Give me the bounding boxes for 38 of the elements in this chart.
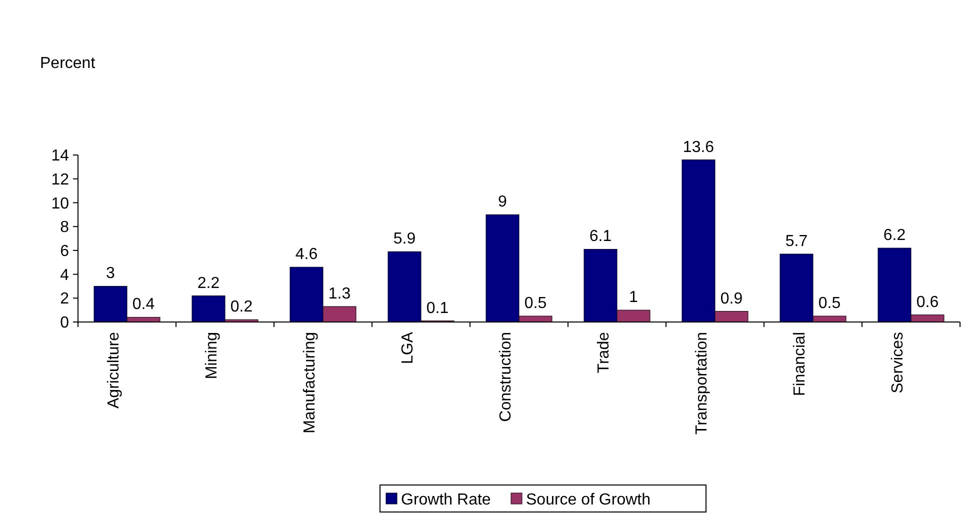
data-label: 13.6 xyxy=(682,138,714,156)
data-label: 1 xyxy=(629,289,638,306)
data-label: 6.1 xyxy=(589,228,612,246)
x-tick-label: Agriculture xyxy=(106,332,123,408)
y-tick-label: 8 xyxy=(60,219,70,236)
data-label: 4.6 xyxy=(295,246,318,264)
data-label: 1.3 xyxy=(328,285,351,302)
x-tick-label: LGA xyxy=(400,332,417,364)
x-tick-label: Financial xyxy=(792,332,809,396)
data-label: 5.7 xyxy=(785,233,808,250)
x-tick-label: Services xyxy=(890,332,907,394)
data-label: 0.4 xyxy=(132,296,155,314)
data-label: 3 xyxy=(106,265,116,282)
data-label: 0.9 xyxy=(720,290,743,308)
legend-label: Source of Growth xyxy=(526,492,650,509)
x-tick-label: Construction xyxy=(498,332,515,422)
x-tick-label: Manufacturing xyxy=(302,332,319,434)
y-tick-label: 12 xyxy=(51,171,70,188)
data-label: 9 xyxy=(498,194,508,211)
data-label: 6.2 xyxy=(883,227,906,244)
x-tick-label: Trade xyxy=(596,332,613,374)
y-tick-label: 6 xyxy=(60,243,70,260)
x-tick-label: Mining xyxy=(204,332,221,380)
y-tick-label: 2 xyxy=(60,290,70,308)
data-label: 5.9 xyxy=(393,230,416,248)
y-tick-label: 4 xyxy=(60,266,70,284)
legend-label: Growth Rate xyxy=(401,492,491,509)
data-label: 0.1 xyxy=(426,300,449,317)
data-label: 0.6 xyxy=(916,294,939,311)
data-label: 0.5 xyxy=(818,295,841,312)
x-tick-label: Transportation xyxy=(694,332,711,435)
y-tick-label: 14 xyxy=(51,148,70,165)
y-tick-label: 0 xyxy=(60,314,70,332)
data-label: 0.5 xyxy=(524,295,547,312)
data-label: 2.2 xyxy=(197,274,220,292)
data-label: 0.2 xyxy=(230,298,253,316)
y-axis-title: Percent xyxy=(40,55,96,72)
y-tick-label: 10 xyxy=(51,195,70,212)
